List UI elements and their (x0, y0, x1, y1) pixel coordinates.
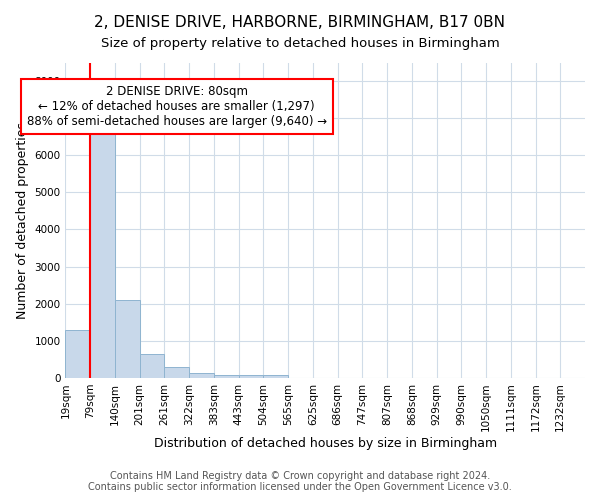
Text: 2, DENISE DRIVE, HARBORNE, BIRMINGHAM, B17 0BN: 2, DENISE DRIVE, HARBORNE, BIRMINGHAM, B… (95, 15, 505, 30)
Bar (90, 133, 115, 378)
Text: 2 DENISE DRIVE: 80sqm
← 12% of detached houses are smaller (1,297)
88% of semi-d: 2 DENISE DRIVE: 80sqm ← 12% of detached … (26, 85, 327, 128)
Bar (115, 300, 140, 378)
Y-axis label: Number of detached properties: Number of detached properties (16, 122, 29, 318)
Bar (65, 330, 90, 378)
Bar (140, 354, 164, 378)
Bar (263, 375, 288, 378)
Bar (164, 366, 189, 378)
Bar (214, 375, 239, 378)
Text: Size of property relative to detached houses in Birmingham: Size of property relative to detached ho… (101, 38, 499, 51)
X-axis label: Distribution of detached houses by size in Birmingham: Distribution of detached houses by size … (154, 437, 497, 450)
Text: Contains HM Land Registry data © Crown copyright and database right 2024.
Contai: Contains HM Land Registry data © Crown c… (88, 471, 512, 492)
Bar (239, 375, 263, 378)
Bar (189, 373, 214, 378)
